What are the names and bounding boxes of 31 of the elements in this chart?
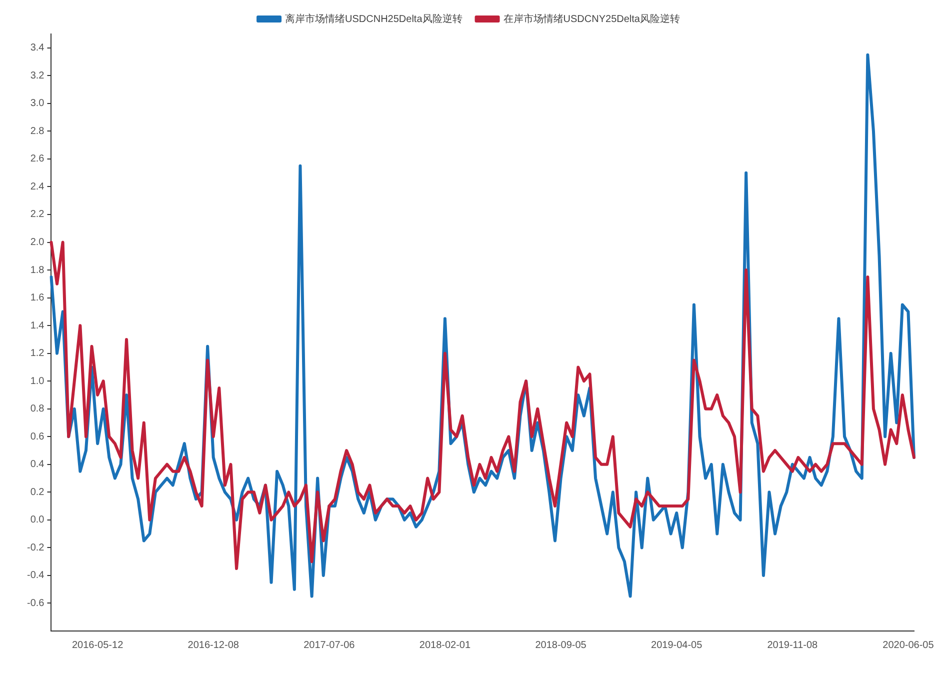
y-tick-label: 1.8	[30, 264, 45, 276]
y-tick-label: 1.0	[30, 376, 45, 387]
x-tick-label: 2018-09-05	[535, 640, 587, 651]
y-tick-label: 1.2	[30, 348, 45, 360]
x-tick-label: 2016-05-12	[72, 640, 124, 651]
y-tick-label: 2.4	[30, 181, 45, 192]
y-tick-label: 2.0	[30, 237, 45, 248]
x-tick-label: 2017-07-06	[304, 640, 356, 651]
y-tick-label: 1.4	[30, 320, 45, 332]
x-tick-label: 2019-04-05	[651, 640, 703, 651]
y-tick-label: -0.6	[26, 598, 45, 609]
legend-label: 在岸市场情绪USDCNY25Delta风险逆转	[503, 12, 680, 25]
y-tick-label: 1.6	[30, 292, 45, 304]
y-tick-label: 3.0	[30, 98, 45, 110]
y-tick-label: 3.2	[30, 70, 45, 82]
y-tick-label: 0.8	[30, 404, 45, 415]
y-tick-label: -0.2	[26, 542, 45, 554]
y-tick-label: 3.4	[30, 42, 45, 54]
x-tick-label: 2016-12-08	[188, 640, 240, 651]
x-tick-label: 2018-02-01	[419, 640, 471, 651]
y-tick-label: 2.2	[30, 209, 45, 220]
legend-label: 离岸市场情绪USDCNH25Delta风险逆转	[285, 12, 462, 25]
y-tick-label: 0.6	[30, 431, 45, 442]
y-tick-label: 2.6	[30, 154, 45, 165]
y-tick-label: 0.2	[30, 486, 45, 498]
y-tick-label: 0.4	[30, 459, 45, 470]
y-tick-label: -0.4	[26, 570, 45, 582]
x-tick-label: 2019-11-08	[767, 640, 818, 651]
x-tick-label: 2020-06-05	[882, 640, 934, 651]
y-tick-label: 0.0	[30, 514, 45, 526]
y-tick-label: 2.8	[30, 126, 45, 137]
